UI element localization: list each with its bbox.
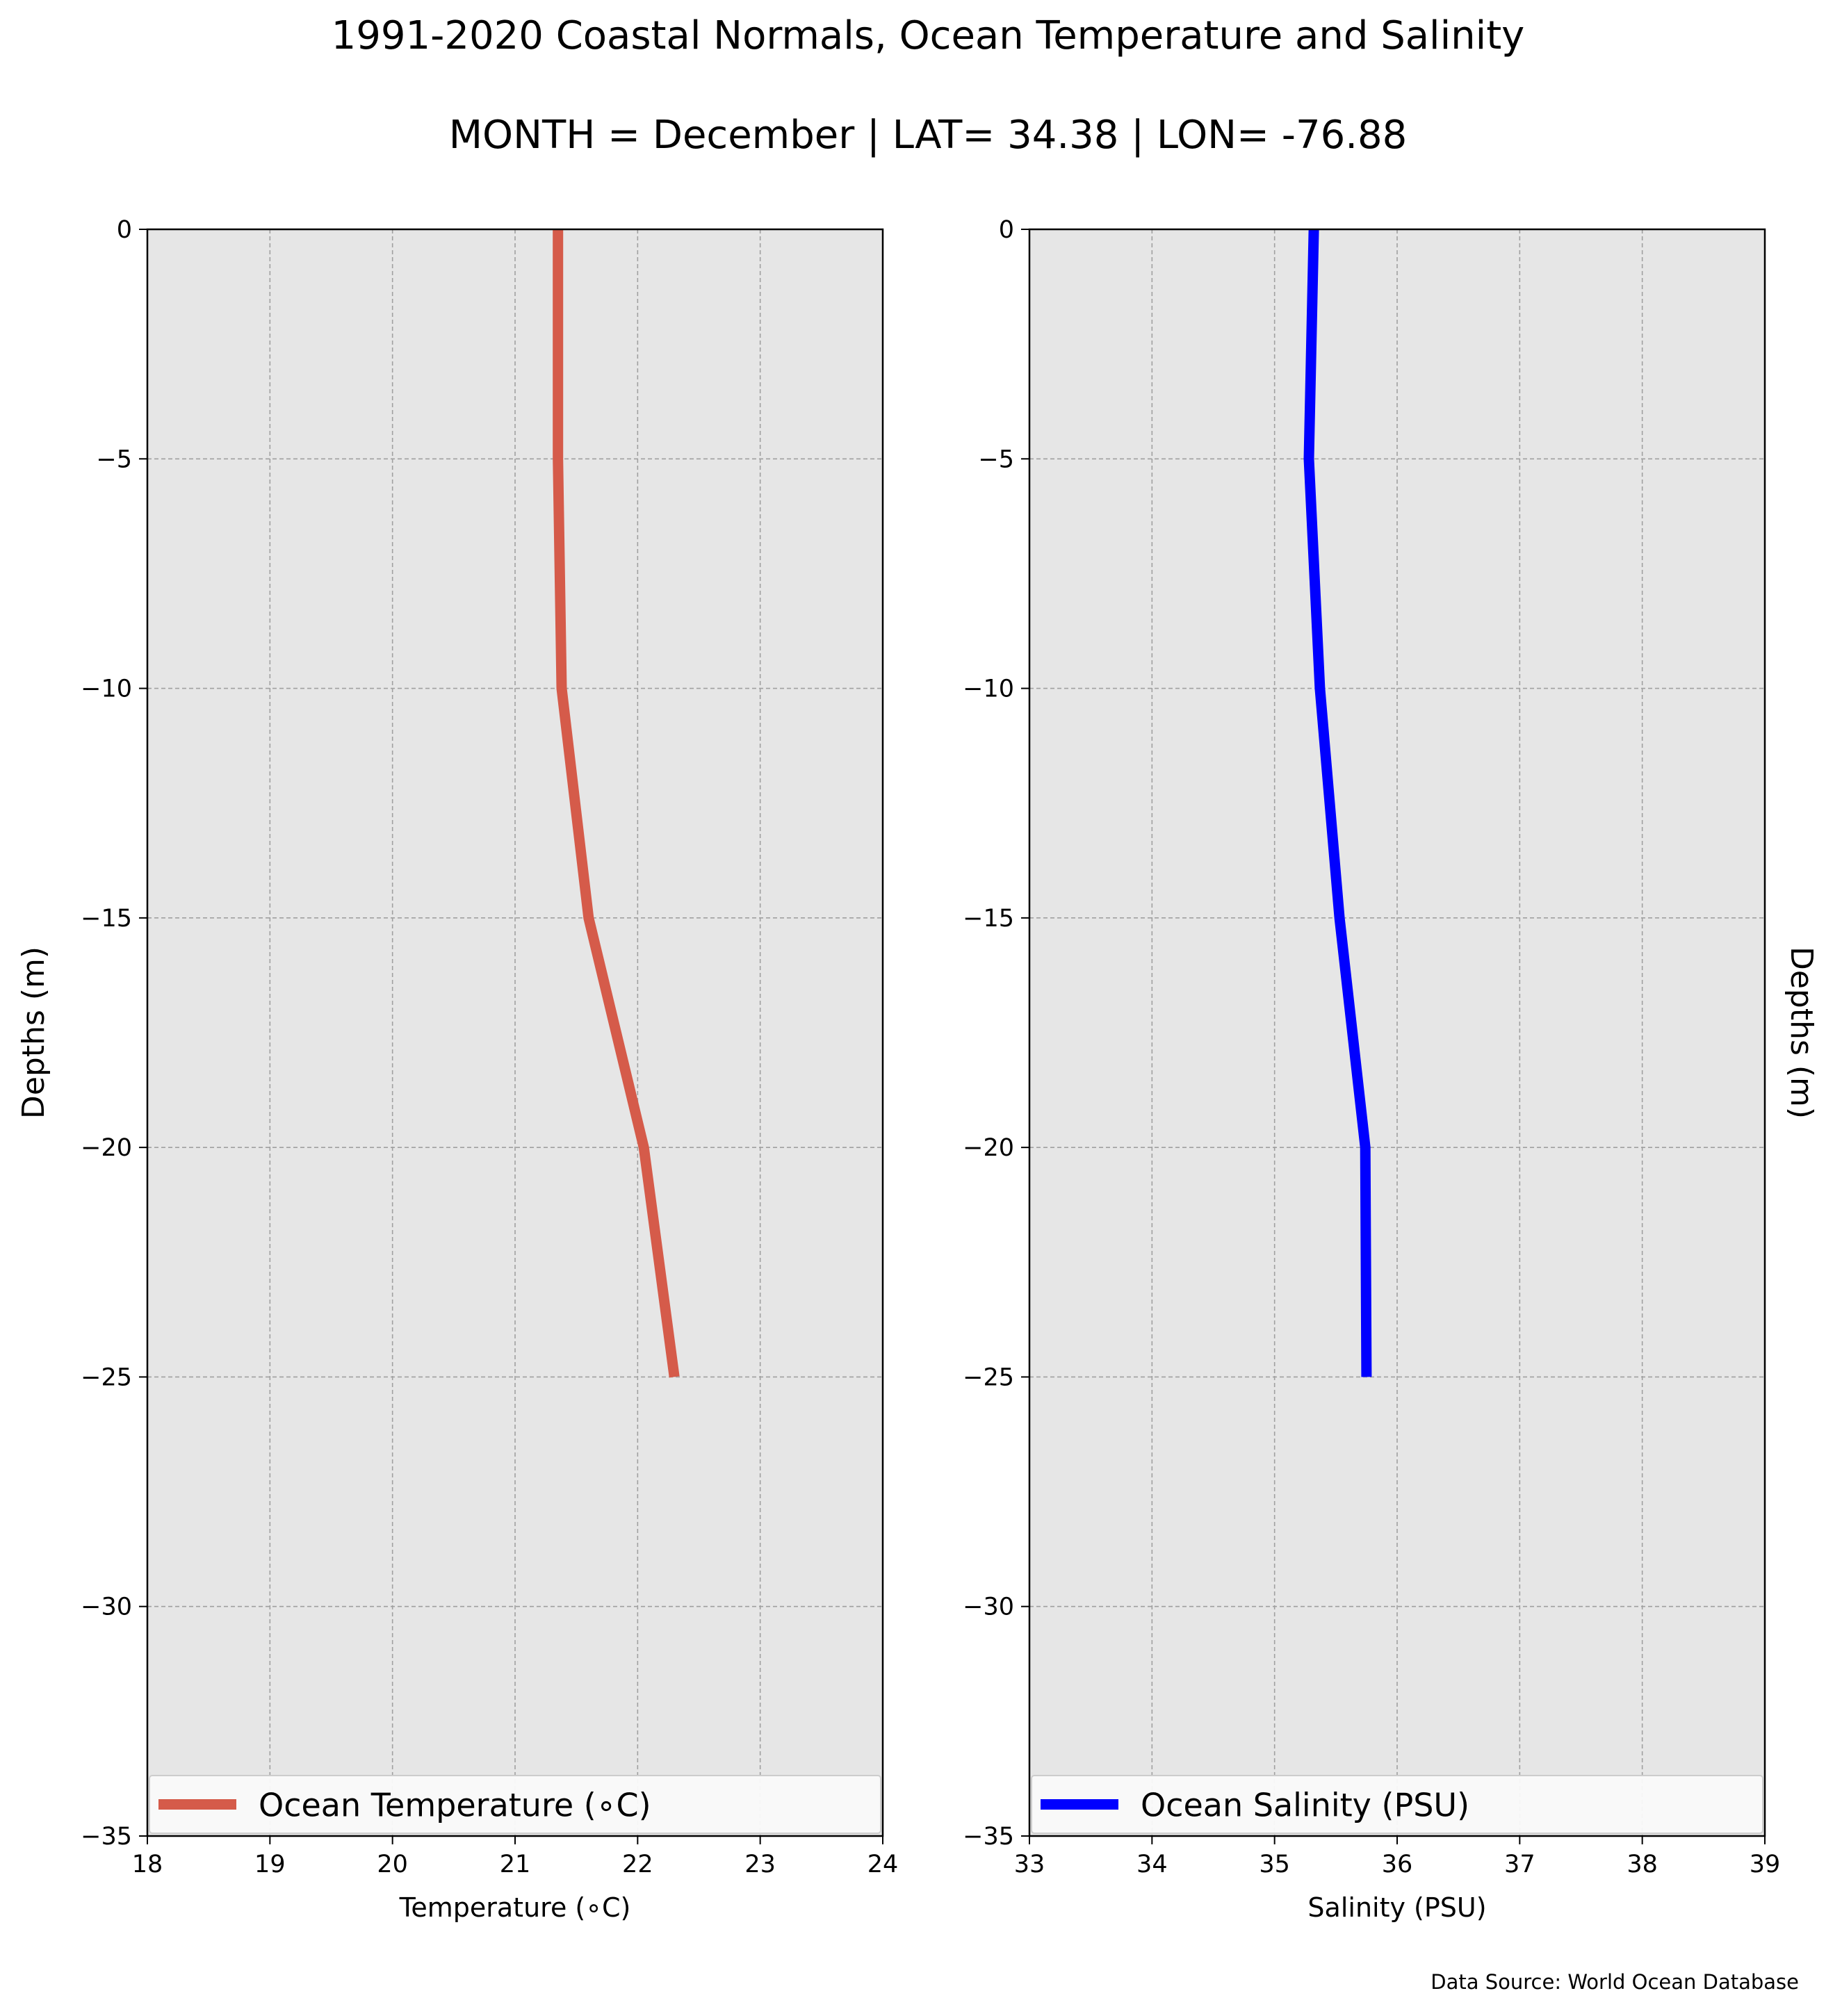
x-tick-label: 24 xyxy=(867,1851,899,1878)
y-tick-label: −10 xyxy=(81,675,132,703)
temperature-panel: 18 19 20 21 22 23 24 0 −5 −10 −15 −20 −25 −30 −35 Tempe… xyxy=(16,216,898,1923)
x-axis-label: Salinity (PSU) xyxy=(1307,1892,1486,1923)
y-tick-label: −35 xyxy=(963,1823,1014,1851)
y-tick-label: −5 xyxy=(978,445,1014,473)
y-tick-label: −10 xyxy=(963,675,1014,703)
salinity-panel: 33 34 35 36 37 38 39 0 −5 −10 −15 −20 −25 −30 −35 Salin… xyxy=(963,216,1819,1923)
x-tick-label: 22 xyxy=(622,1851,653,1878)
y-tick-label: 0 xyxy=(999,216,1014,244)
y-tick-label: −15 xyxy=(81,905,132,933)
y-tick-label: −20 xyxy=(81,1134,132,1162)
y-axis-label: Depths (m) xyxy=(1784,946,1819,1119)
x-tick-label: 34 xyxy=(1136,1851,1168,1878)
figure-title: 1991-2020 Coastal Normals, Ocean Tempera… xyxy=(332,13,1525,58)
x-tick-label: 20 xyxy=(377,1851,408,1878)
y-tick-label: −35 xyxy=(81,1823,132,1851)
x-tick-label: 18 xyxy=(132,1851,163,1878)
series-line-0 xyxy=(553,229,680,1378)
legend-label: Ocean Salinity (PSU) xyxy=(1141,1787,1469,1824)
figure-subtitle: MONTH = December | LAT= 34.38 | LON= -76… xyxy=(449,113,1408,158)
y-tick-label: 0 xyxy=(117,216,132,244)
legend-label: Ocean Temperature (∘C) xyxy=(259,1787,651,1824)
y-axis-label: Depths (m) xyxy=(16,946,51,1119)
x-tick-label: 19 xyxy=(254,1851,286,1878)
x-axis-label: Temperature (∘C) xyxy=(399,1892,631,1923)
x-tick-label: 39 xyxy=(1750,1851,1781,1878)
y-tick-label: −25 xyxy=(81,1363,132,1391)
x-tick-label: 38 xyxy=(1627,1851,1658,1878)
legend-box xyxy=(149,1775,881,1834)
y-tick-label: −15 xyxy=(963,905,1014,933)
y-tick-label: −30 xyxy=(963,1593,1014,1621)
x-tick-label: 36 xyxy=(1382,1851,1413,1878)
y-tick-label: −25 xyxy=(963,1363,1014,1391)
y-tick-label: −20 xyxy=(963,1134,1014,1162)
x-tick-label: 37 xyxy=(1504,1851,1535,1878)
y-tick-label: −30 xyxy=(81,1593,132,1621)
x-tick-label: 35 xyxy=(1259,1851,1290,1878)
x-tick-label: 23 xyxy=(744,1851,776,1878)
legend-box xyxy=(1031,1775,1763,1834)
x-tick-label: 21 xyxy=(500,1851,531,1878)
x-tick-label: 33 xyxy=(1014,1851,1045,1878)
y-tick-label: −5 xyxy=(96,445,132,473)
series-line-0 xyxy=(1303,229,1372,1377)
source-note: Data Source: World Ocean Database xyxy=(1431,1970,1799,1994)
